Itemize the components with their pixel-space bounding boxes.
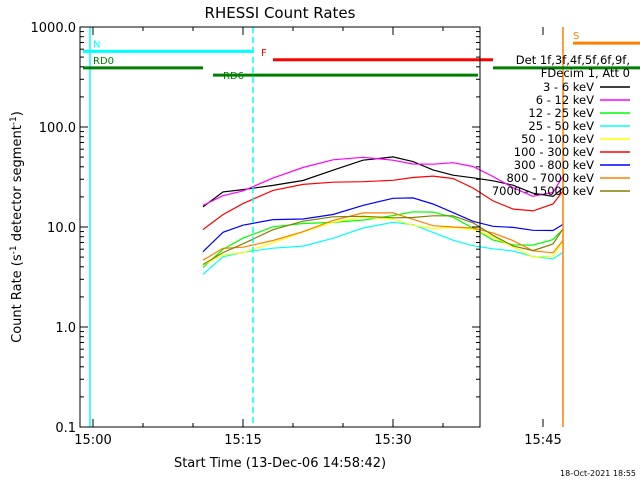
y-axis-label: Count Rate (s-1 detector segment-1)	[9, 111, 25, 343]
x-tick-label: 15:30	[374, 433, 411, 448]
flag-label-n: N	[93, 39, 100, 50]
legend-entry-2: 6 - 12 keV	[536, 93, 594, 107]
x-tick-label: 15:15	[224, 433, 261, 448]
flag-label-f: F	[261, 48, 267, 59]
y-axis: 0.1 1.0 10.0 100.0 1000.0	[31, 21, 480, 436]
flags-layer: N F RD0 RD6 S	[83, 31, 640, 82]
series-line-5-seg-1	[202, 216, 564, 266]
flag-label-s: S	[573, 31, 579, 42]
legend-header-line-2: FDecim 1, Att 0	[541, 66, 630, 80]
series-line-1-seg-1	[202, 156, 564, 208]
series-line-6-seg-1	[202, 175, 564, 230]
series-line-8-seg-1	[202, 212, 564, 261]
series-line-9-seg-1	[202, 215, 564, 266]
series-line-7-seg-1	[202, 197, 564, 253]
x-axis-label: Start Time (13-Dec-06 14:58:42)	[174, 456, 386, 471]
series-line-2-seg-1	[202, 156, 564, 206]
legend-entry-9: 7000 - 15000 keV	[492, 184, 594, 198]
chart-title: RHESSI Count Rates	[205, 4, 356, 22]
legend-entry-7: 300 - 800 keV	[514, 158, 594, 172]
legend-entry-1: 3 - 6 keV	[543, 80, 594, 94]
y-tick-label: 0.1	[55, 421, 76, 436]
x-tick-label: 15:45	[524, 433, 561, 448]
vertical-lines-layer	[89, 27, 564, 427]
series-line-3-seg-1	[202, 211, 564, 268]
x-tick-label: 15:00	[74, 433, 111, 448]
legend-entry-4: 25 - 50 keV	[528, 119, 594, 133]
flag-label-rd6: RD6	[223, 71, 244, 82]
flag-label-rd0: RD0	[93, 56, 114, 67]
y-tick-label: 100.0	[39, 121, 76, 136]
footer-date: 18-Oct-2021 18:55	[560, 469, 636, 478]
legend-entry-5: 50 - 100 keV	[521, 132, 594, 146]
legend: Det 1f,3f,4f,5f,6f,9f, FDecim 1, Att 0 3…	[492, 53, 630, 198]
legend-header-line-1: Det 1f,3f,4f,5f,6f,9f,	[516, 53, 630, 67]
legend-entry-6: 100 - 300 keV	[514, 145, 594, 159]
y-tick-label: 1.0	[55, 321, 76, 336]
series-layer	[202, 156, 564, 275]
legend-entry-3: 12 - 25 keV	[528, 106, 594, 120]
y-tick-label: 10.0	[47, 221, 76, 236]
legend-entry-8: 800 - 7000 keV	[506, 171, 594, 185]
y-tick-label: 1000.0	[31, 21, 77, 36]
